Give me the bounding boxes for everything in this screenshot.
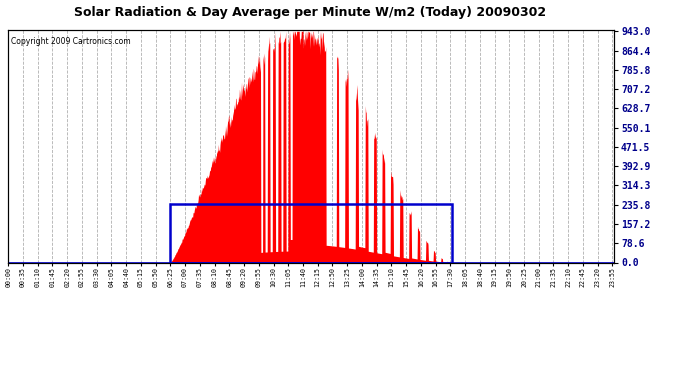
Text: Copyright 2009 Cartronics.com: Copyright 2009 Cartronics.com — [11, 37, 131, 46]
Text: Solar Radiation & Day Average per Minute W/m2 (Today) 20090302: Solar Radiation & Day Average per Minute… — [75, 6, 546, 19]
Bar — [170, 204, 453, 262]
